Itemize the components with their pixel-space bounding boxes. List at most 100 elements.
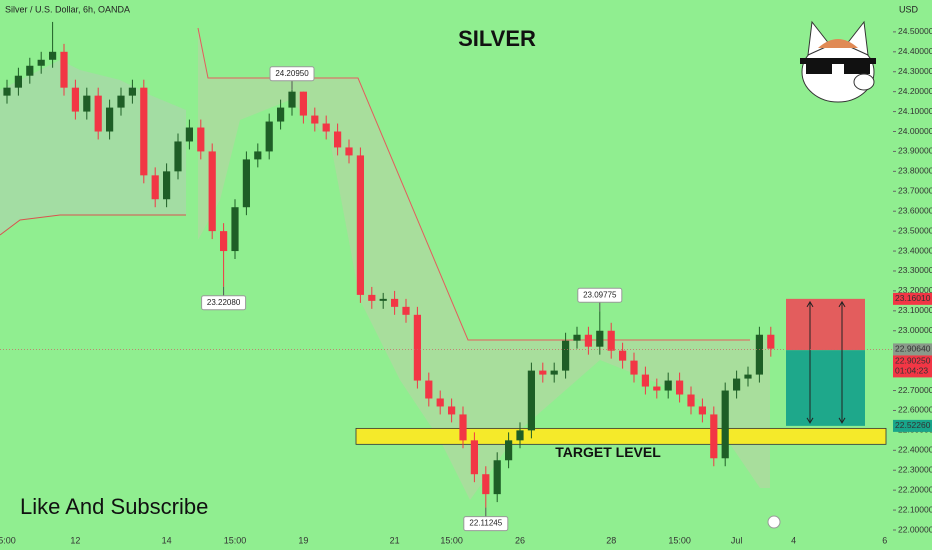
- ribbon: [0, 60, 186, 235]
- candle-body: [231, 207, 239, 252]
- annotation: 23.22080: [207, 298, 241, 307]
- x-tick-label: 26: [515, 535, 525, 545]
- candle-body: [459, 414, 467, 441]
- candle-body: [630, 360, 638, 375]
- candle-body: [334, 131, 342, 148]
- y-tick-label: 24.50000: [898, 26, 932, 36]
- y-tick-label: 23.30000: [898, 265, 932, 275]
- y-tick-label: 23.50000: [898, 225, 932, 235]
- target-zone: [355, 427, 887, 445]
- x-tick-label: 14: [162, 535, 172, 545]
- profit-zone: [786, 350, 865, 426]
- x-tick-label: 15:00: [440, 535, 463, 545]
- candle-body: [413, 314, 421, 381]
- candle-body: [584, 334, 592, 347]
- candle-body: [83, 95, 91, 112]
- y-tick-label: 23.00000: [898, 325, 932, 335]
- y-tick-label: 23.20000: [898, 285, 932, 295]
- candle-body: [242, 159, 250, 208]
- y-tick-label: 24.00000: [898, 126, 932, 136]
- candle-body: [482, 474, 490, 495]
- candle-body: [391, 298, 399, 307]
- price-label: 23.16010: [895, 293, 931, 303]
- candle-body: [516, 430, 524, 441]
- candle-body: [356, 155, 364, 295]
- candle-body: [619, 350, 627, 361]
- y-tick-label: 22.60000: [898, 405, 932, 415]
- y-tick-label: 23.80000: [898, 166, 932, 176]
- candle-body: [106, 107, 114, 132]
- candle-body: [185, 127, 193, 142]
- candle-body: [562, 340, 570, 371]
- plot: 22.00000 22.10000 22.20000 22.30000 22.40000…: [0, 21, 932, 545]
- candle-body: [140, 87, 148, 176]
- candle-body: [448, 406, 456, 415]
- replay-icon[interactable]: [767, 515, 781, 529]
- candle-body: [151, 175, 159, 200]
- price-label-bg: [893, 343, 932, 356]
- chart-title: SILVER: [458, 26, 536, 51]
- ribbon-edge: [0, 214, 186, 236]
- y-tick-label: 24.20000: [898, 86, 932, 96]
- x-tick-label: Jul: [731, 535, 743, 545]
- x-tick-label: 21: [390, 535, 400, 545]
- candle-body: [767, 334, 775, 349]
- candle-body: [26, 65, 34, 76]
- y-tick-label: 22.40000: [898, 445, 932, 455]
- annotation-box: [577, 287, 623, 303]
- candle-body: [379, 298, 387, 301]
- ribbon-edge: [197, 27, 750, 341]
- y-tick-label: 23.90000: [898, 146, 932, 156]
- candle-body: [676, 380, 684, 395]
- candle-body: [345, 147, 353, 156]
- annotation: 22.11245: [469, 519, 502, 528]
- annotation-box: [463, 516, 509, 532]
- candle-body: [493, 460, 501, 495]
- candle-body: [197, 127, 205, 152]
- x-tick-label: 15:00: [224, 535, 247, 545]
- x-tick-label: 28: [606, 535, 616, 545]
- price-label-bg: [893, 355, 932, 378]
- y-tick-label: 22.00000: [898, 524, 932, 534]
- y-tick-label: 22.70000: [898, 385, 932, 395]
- x-tick-label: 12: [70, 535, 80, 545]
- price-label-bg: [893, 419, 932, 432]
- annotation-box: [201, 295, 247, 311]
- candle-body: [573, 334, 581, 341]
- candle-body: [505, 440, 513, 461]
- candle-body: [288, 91, 296, 108]
- currency: USD: [899, 4, 919, 14]
- candle-body: [402, 306, 410, 315]
- arrow-head: [838, 300, 846, 424]
- y-tick-label: 22.10000: [898, 504, 932, 514]
- y-tick-label: 24.10000: [898, 106, 932, 116]
- candle-body: [607, 330, 615, 351]
- candle-body: [49, 51, 57, 60]
- candle-body: [733, 378, 741, 391]
- caption: Like And Subscribe: [20, 494, 208, 519]
- x-tick-label: 6: [882, 535, 887, 545]
- price-label: 22.90640: [895, 344, 931, 354]
- target-label: TARGET LEVEL: [555, 444, 661, 460]
- stop-zone: [786, 298, 865, 351]
- x-tick-label: 5:00: [0, 535, 16, 545]
- candle-body: [470, 440, 478, 475]
- candle-body: [128, 87, 136, 96]
- candle-body: [368, 294, 376, 301]
- arrow-head: [806, 300, 814, 424]
- candle-body: [37, 59, 45, 66]
- x-tick-label: 15:00: [668, 535, 691, 545]
- candle-body: [277, 107, 285, 122]
- candle-body: [299, 91, 307, 116]
- x-tick-label: 4: [791, 535, 796, 545]
- candle-body: [687, 394, 695, 407]
- candle-body: [698, 406, 706, 415]
- candle-body: [550, 370, 558, 375]
- candle-body: [94, 95, 102, 132]
- candle-body: [527, 370, 535, 431]
- header: Silver / U.S. Dollar, 6h, OANDA: [5, 4, 130, 14]
- candle-body: [653, 386, 661, 391]
- candle-body: [755, 334, 763, 375]
- annotation: 24.20950: [275, 69, 309, 78]
- candle-body: [14, 75, 22, 88]
